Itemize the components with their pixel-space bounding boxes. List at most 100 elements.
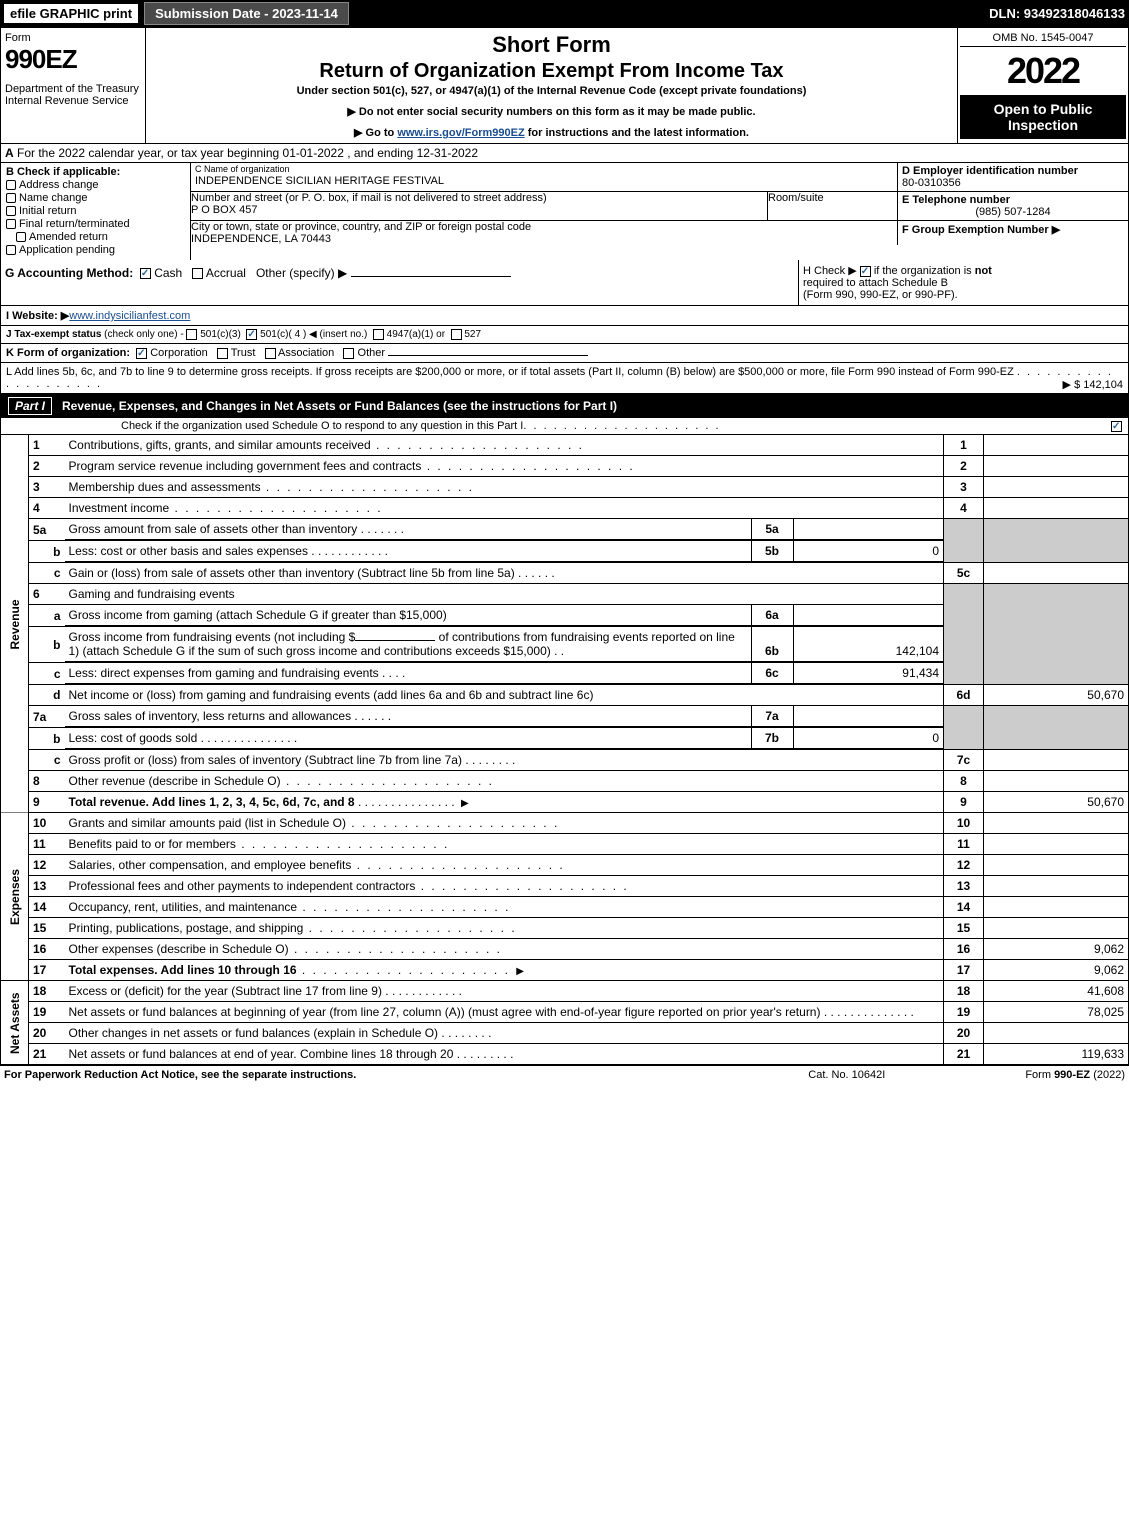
f-label: F Group Exemption Number ▶ [902, 224, 1060, 236]
ck-527[interactable] [451, 329, 462, 340]
line-14: 14Occupancy, rent, utilities, and mainte… [1, 897, 1129, 918]
dots [169, 501, 382, 515]
arrow-icon [458, 795, 472, 809]
open-inspection: Open to Public Inspection [960, 95, 1126, 139]
l5a-desc: Gross amount from sale of assets other t… [69, 522, 358, 536]
c-label: C Name of organization [191, 163, 897, 175]
website-link[interactable]: www.indysicilianfest.com [69, 310, 190, 322]
line-7c: cGross profit or (loss) from sales of in… [1, 750, 1129, 771]
dots [371, 438, 584, 452]
checkbox-icon [6, 206, 16, 216]
l8-desc: Other revenue (describe in Schedule O) [69, 774, 281, 788]
ck-trust[interactable] [217, 348, 228, 359]
checkbox-icon [16, 232, 26, 242]
ck-application-pending[interactable]: Application pending [6, 244, 185, 256]
cell-e: E Telephone number (985) 507-1284 [898, 192, 1128, 220]
ck-h[interactable] [860, 266, 871, 277]
cash-label: Cash [154, 266, 182, 280]
line-10: Expenses10Grants and similar amounts pai… [1, 813, 1129, 834]
irs-link[interactable]: www.irs.gov/Form990EZ [397, 127, 524, 139]
form-ref-a: Form [1025, 1069, 1054, 1081]
ck-label: Name change [19, 192, 88, 204]
addr-label: Number and street (or P. O. box, if mail… [191, 192, 767, 204]
l5c-amt [984, 563, 1129, 584]
row-l: L Add lines 5b, 6c, and 7b to line 9 to … [0, 363, 1129, 394]
l8-amt [984, 771, 1129, 792]
dots [281, 774, 494, 788]
line-17: 17Total expenses. Add lines 10 through 1… [1, 960, 1129, 981]
line-6: 6Gaming and fundraising events [1, 584, 1129, 605]
other-input[interactable] [351, 276, 511, 277]
paperwork-notice: For Paperwork Reduction Act Notice, see … [4, 1069, 356, 1081]
h-not: not [975, 265, 992, 277]
instruction-ssn: ▶ Do not enter social security numbers o… [152, 105, 951, 118]
ck-address-change[interactable]: Address change [6, 179, 185, 191]
a-label: A [5, 146, 14, 160]
checkbox-icon [6, 219, 16, 229]
j-label: J Tax-exempt status [6, 329, 101, 340]
form-ref: Form 990-EZ (2022) [1025, 1069, 1125, 1081]
phone-value: (985) 507-1284 [902, 206, 1124, 218]
city-value: INDEPENDENCE, LA 70443 [191, 233, 897, 245]
row-city: City or town, state or province, country… [191, 221, 1128, 245]
ck-assoc[interactable] [265, 348, 276, 359]
ck-cash[interactable] [140, 268, 151, 279]
ck-corp[interactable] [136, 348, 147, 359]
side-expenses: Expenses [1, 813, 29, 981]
efile-label: efile GRAPHIC print [4, 4, 138, 23]
part1-checkbox[interactable] [1111, 420, 1122, 432]
l14-desc: Occupancy, rent, utilities, and maintena… [69, 900, 298, 914]
line-20: 20Other changes in net assets or fund ba… [1, 1023, 1129, 1044]
line-12: 12Salaries, other compensation, and empl… [1, 855, 1129, 876]
part-number: Part I [8, 397, 52, 415]
l9-amt: 50,670 [984, 792, 1129, 813]
dots [236, 837, 449, 851]
checkbox-icon [6, 193, 16, 203]
ck-final-return[interactable]: Final return/terminated [6, 218, 185, 230]
dots [297, 900, 510, 914]
city-label: City or town, state or province, country… [191, 221, 897, 233]
part1-check-text: Check if the organization used Schedule … [121, 420, 523, 432]
l12-desc: Salaries, other compensation, and employ… [69, 858, 352, 872]
cell-h: H Check ▶ if the organization is not req… [798, 260, 1128, 305]
l11-desc: Benefits paid to or for members [69, 837, 236, 851]
k-o3: Association [278, 347, 334, 359]
ck-initial-return[interactable]: Initial return [6, 205, 185, 217]
short-form-title: Short Form [152, 32, 951, 58]
dots [303, 921, 516, 935]
ck-label: Final return/terminated [19, 218, 130, 230]
ck-accrual[interactable] [192, 268, 203, 279]
omb-number: OMB No. 1545-0047 [960, 30, 1126, 47]
cell-d: D Employer identification number 80-0310… [898, 163, 1128, 191]
l6a-desc: Gross income from gaming (attach Schedul… [69, 608, 447, 622]
ck-4947[interactable] [373, 329, 384, 340]
line-5c: cGain or (loss) from sale of assets othe… [1, 563, 1129, 584]
l6b-input[interactable] [355, 640, 435, 641]
l5b-desc: Less: cost or other basis and sales expe… [69, 544, 308, 558]
l21-amt: 119,633 [984, 1044, 1129, 1065]
row-addr: Number and street (or P. O. box, if mail… [191, 192, 1128, 221]
k-o1: Corporation [150, 347, 207, 359]
line-1: Revenue1Contributions, gifts, grants, an… [1, 435, 1129, 456]
dots [415, 879, 628, 893]
h-line3: (Form 990, 990-EZ, or 990-PF). [803, 289, 958, 301]
ck-501c3[interactable] [186, 329, 197, 340]
line-13: 13Professional fees and other payments t… [1, 876, 1129, 897]
other-org-input[interactable] [388, 355, 588, 356]
l-text: L Add lines 5b, 6c, and 7b to line 9 to … [6, 366, 1014, 378]
part1-bar: Part I Revenue, Expenses, and Changes in… [0, 394, 1129, 418]
ck-501c[interactable] [246, 329, 257, 340]
ck-amended-return[interactable]: Amended return [6, 231, 185, 243]
l-amt: ▶ $ 142,104 [1063, 378, 1123, 391]
l1-desc: Contributions, gifts, grants, and simila… [69, 438, 371, 452]
line-16: 16Other expenses (describe in Schedule O… [1, 939, 1129, 960]
ck-other[interactable] [343, 348, 354, 359]
ck-name-change[interactable]: Name change [6, 192, 185, 204]
top-bar: efile GRAPHIC print Submission Date - 20… [0, 0, 1129, 27]
j-o4: 527 [464, 329, 481, 340]
cell-city: City or town, state or province, country… [191, 221, 898, 245]
g-label: G Accounting Method: [5, 266, 133, 280]
l2-desc: Program service revenue including govern… [69, 459, 422, 473]
line-2: 2Program service revenue including gover… [1, 456, 1129, 477]
cell-f: F Group Exemption Number ▶ [898, 221, 1128, 245]
